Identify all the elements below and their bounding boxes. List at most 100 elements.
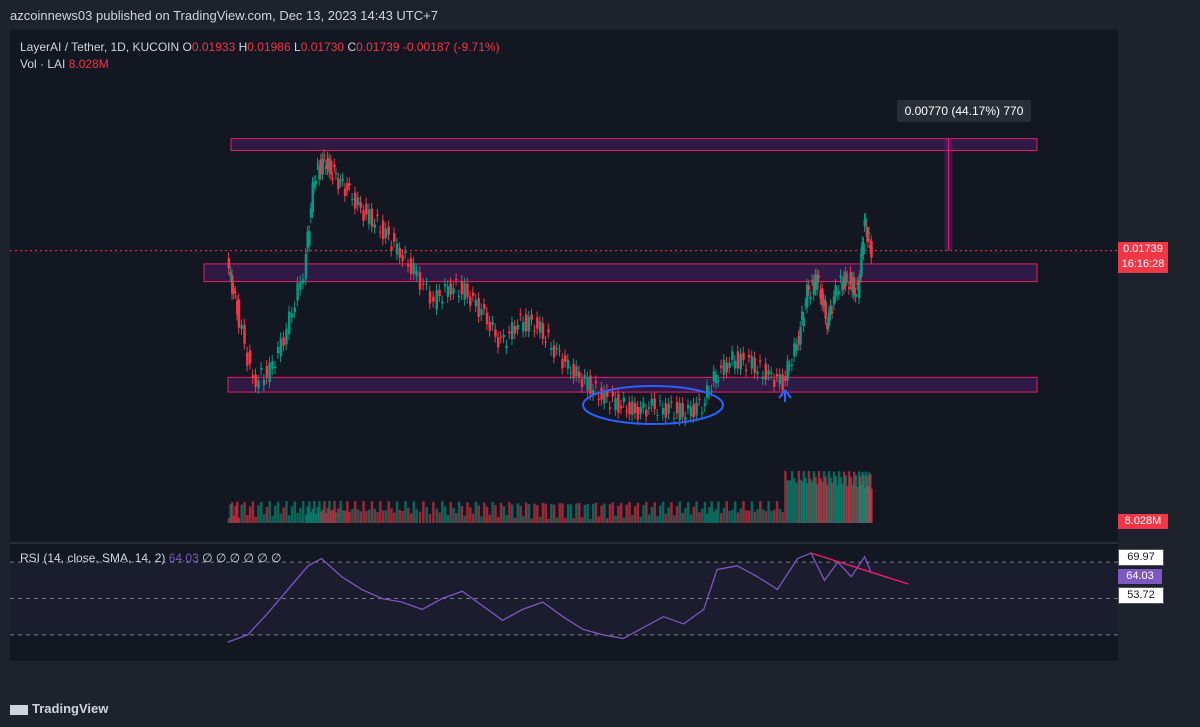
volume-bar (455, 513, 458, 523)
candle-body (836, 293, 839, 295)
candle-body (824, 301, 827, 319)
volume-bar (647, 514, 651, 523)
candle-body (841, 283, 844, 291)
candle-body (323, 155, 326, 157)
candle-body (365, 203, 368, 215)
volume-bar (586, 503, 589, 523)
candle-body (341, 178, 345, 181)
candle-body (240, 325, 243, 329)
volume-bar (714, 509, 718, 523)
candle-body (837, 290, 841, 294)
candle-body (404, 251, 407, 254)
volume-bar (276, 501, 280, 523)
volume-bar (816, 484, 819, 523)
volume-bar (847, 471, 851, 523)
candle-body (376, 214, 379, 216)
volume-bar (839, 477, 843, 523)
volume-bar (856, 486, 859, 523)
candle-body (661, 408, 665, 415)
breakout-arrow (778, 389, 792, 402)
candle-body (387, 226, 390, 235)
candle-body (407, 264, 410, 267)
candle-body (321, 158, 325, 175)
open-label: O (182, 40, 192, 54)
candle-body (829, 305, 832, 315)
volume-bar (398, 509, 402, 523)
volume-bar (251, 501, 255, 523)
volume-bar (262, 514, 266, 523)
candle-body (398, 248, 402, 258)
candle-body (859, 275, 862, 279)
volume-bar (591, 503, 595, 523)
volume-bar (566, 504, 570, 523)
candle-body (331, 178, 335, 180)
volume-bar (698, 512, 701, 523)
volume-bar (761, 509, 765, 523)
candle-body (600, 387, 603, 400)
candle-body (775, 374, 779, 377)
volume-bar (522, 515, 525, 523)
volume-bar (852, 471, 856, 523)
volume-bar (304, 514, 308, 523)
volume-bar (778, 508, 782, 523)
volume-bar (692, 506, 696, 523)
candle-body (480, 308, 483, 316)
volume-bar (705, 513, 709, 523)
volume-bar (480, 516, 483, 523)
volume-bar (538, 516, 542, 523)
volume-bar (274, 505, 277, 523)
volume-bar (656, 516, 659, 523)
volume-bar (600, 505, 603, 523)
candle-body (561, 359, 564, 369)
candle-body (747, 354, 751, 358)
volume-bar (611, 502, 615, 523)
price-chart[interactable]: 0.030000.025000.020000.015000.010000.005… (10, 30, 1118, 663)
volume-bar (384, 510, 388, 523)
volume-bar (750, 501, 754, 523)
volume-bar (788, 480, 792, 523)
volume-bar (393, 512, 396, 523)
volume-bar (851, 484, 854, 523)
volume-bar (314, 513, 318, 523)
volume-bar (819, 478, 822, 523)
candle-body (868, 232, 871, 235)
volume-bar (496, 517, 500, 523)
volume-bar (561, 503, 564, 523)
high-value: 0.01986 (247, 40, 291, 54)
candle-body (597, 398, 601, 401)
volume-bar (343, 510, 347, 523)
volume-bar (809, 479, 812, 523)
candle-body (866, 233, 870, 242)
tradingview-logo[interactable]: TradingView (10, 701, 108, 716)
volume-bar (483, 502, 486, 523)
volume-bar (477, 505, 480, 523)
volume-bar (710, 501, 713, 523)
volume-bar (854, 475, 858, 523)
volume-bar (359, 511, 363, 523)
candle-body (455, 278, 458, 281)
volume-bar (759, 501, 762, 523)
candle-body (339, 180, 342, 182)
candle-body (326, 157, 330, 170)
candle-body (452, 288, 455, 294)
volume-bar (282, 507, 285, 523)
volume-bar (633, 506, 637, 523)
candle-body (502, 334, 506, 338)
volume-bar (756, 509, 759, 523)
chart-area[interactable]: 0.030000.025000.020000.015000.010000.005… (10, 30, 1118, 663)
candle-body (692, 403, 696, 418)
candle-body (356, 197, 360, 206)
candle-body (257, 380, 260, 389)
volume-bar (826, 484, 829, 523)
candle-body (285, 328, 288, 345)
volume-bar (524, 502, 528, 523)
volume-bar (712, 511, 716, 523)
volume-bar (438, 512, 441, 523)
candle-body (260, 367, 263, 370)
volume-bar (499, 502, 503, 523)
symbol-name: LayerAI / Tether, 1D, KUCOIN (20, 40, 180, 54)
volume-bar (370, 501, 374, 523)
volume-bar (603, 503, 606, 523)
candle-body (530, 314, 534, 320)
candle-body (860, 252, 863, 277)
